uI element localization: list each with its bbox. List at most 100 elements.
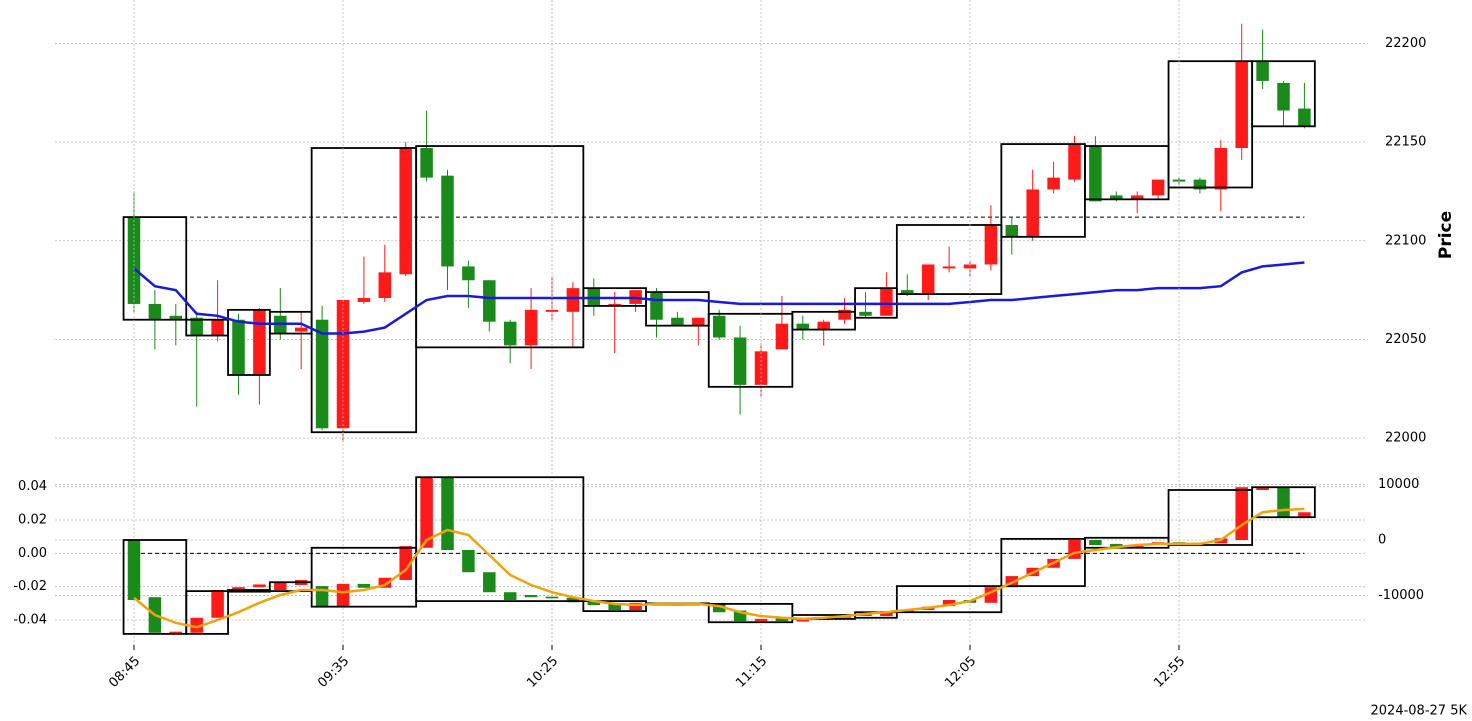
box: [185, 590, 229, 635]
candle-body: [524, 309, 538, 346]
candle-body: [1047, 177, 1060, 190]
candle-body: [399, 148, 412, 275]
candle-body: [232, 319, 245, 375]
candle-body: [441, 477, 454, 550]
candle-body: [483, 572, 496, 593]
candle-body: [1214, 148, 1228, 190]
y-tick-label: 22050: [1385, 332, 1426, 347]
box: [791, 310, 856, 331]
y-tick-label: 22000: [1385, 431, 1426, 446]
candle-body: [503, 321, 517, 346]
candle-body: [1277, 487, 1290, 518]
candle-body: [169, 315, 183, 320]
candle-body: [963, 264, 977, 269]
candle-body: [378, 577, 392, 588]
candle-body: [587, 601, 601, 605]
candle-body: [859, 614, 872, 616]
candle-body: [671, 317, 684, 326]
box: [122, 539, 188, 635]
candle-body: [294, 327, 308, 332]
candle-body: [1130, 545, 1144, 548]
candle-body: [817, 321, 830, 330]
y-tick-label: -0.04: [13, 613, 47, 628]
candle-body: [1235, 61, 1248, 149]
box: [1251, 60, 1316, 128]
y-axis-label: Price: [1436, 211, 1456, 259]
y-tick-label: 22100: [1385, 233, 1426, 248]
x-tick-label: 09:35: [315, 654, 352, 691]
candle-body: [566, 597, 580, 603]
candle-body: [942, 266, 956, 269]
y-tick-label: 22150: [1385, 135, 1426, 150]
line-series: [133, 261, 1305, 335]
candle-body: [1026, 189, 1039, 237]
candle-body: [315, 319, 329, 429]
candle-body: [1298, 512, 1311, 518]
candle-body: [712, 315, 726, 338]
box: [895, 585, 1003, 614]
box: [707, 602, 794, 624]
y-tick-label: 22200: [1385, 36, 1426, 51]
candle-body: [545, 596, 559, 599]
candle-body: [984, 224, 998, 265]
candle-body: [441, 175, 454, 267]
box: [1000, 537, 1086, 588]
candle-body: [420, 477, 433, 548]
candle-body: [127, 540, 141, 600]
candle-body: [232, 587, 245, 590]
candle-body: [650, 292, 663, 320]
x-tick-label: 12:55: [1151, 654, 1188, 691]
x-tick-label: 12:05: [942, 654, 979, 691]
candle-body: [838, 309, 851, 320]
x-tick-label: 11:15: [733, 654, 770, 691]
box: [1251, 486, 1316, 519]
caption: 2024-08-27 5K: [1371, 704, 1468, 719]
box: [895, 224, 1003, 295]
candle-body: [859, 311, 872, 316]
box: [415, 476, 585, 603]
candle-body: [169, 631, 183, 634]
candle-body: [211, 319, 224, 336]
box: [645, 291, 710, 327]
candle-body: [253, 309, 266, 375]
candle-body: [880, 288, 893, 316]
candle-body: [190, 317, 203, 336]
candle-body: [274, 582, 287, 590]
candle-body: [420, 148, 433, 178]
candle-body: [148, 303, 162, 320]
candle-body: [608, 603, 621, 610]
candle-body: [692, 317, 705, 326]
x-tick-label: 08:45: [106, 654, 143, 691]
candle-body: [775, 617, 789, 622]
candle-body: [1068, 144, 1081, 180]
candle-body: [608, 303, 621, 306]
y-tick-label: 0.00: [18, 546, 47, 561]
candle-body: [1110, 195, 1123, 200]
candle-body: [733, 337, 747, 385]
box: [227, 589, 271, 593]
candle-body: [1256, 487, 1269, 490]
candle-body: [566, 288, 580, 312]
candle-body: [483, 280, 496, 322]
candle-body: [336, 583, 350, 607]
candle-body: [754, 618, 768, 622]
candle-body: [462, 550, 475, 573]
candle-body: [901, 290, 914, 295]
candle-body: [880, 611, 893, 617]
candle-body: [524, 595, 538, 598]
candle-body: [1256, 61, 1269, 81]
candle-body: [733, 610, 747, 622]
candle-body: [1277, 82, 1290, 111]
candle-body: [190, 617, 203, 633]
x-tick-label: 10:25: [524, 654, 561, 691]
candle-body: [1235, 487, 1248, 540]
y2-tick-label: -10000: [1378, 588, 1424, 603]
candle-body: [1110, 543, 1123, 548]
candle-body: [503, 592, 517, 600]
candle-body: [712, 603, 726, 613]
candle-body: [462, 266, 475, 281]
y2-tick-label: 10000: [1378, 477, 1419, 492]
candle-body: [211, 590, 224, 618]
box: [582, 600, 647, 613]
